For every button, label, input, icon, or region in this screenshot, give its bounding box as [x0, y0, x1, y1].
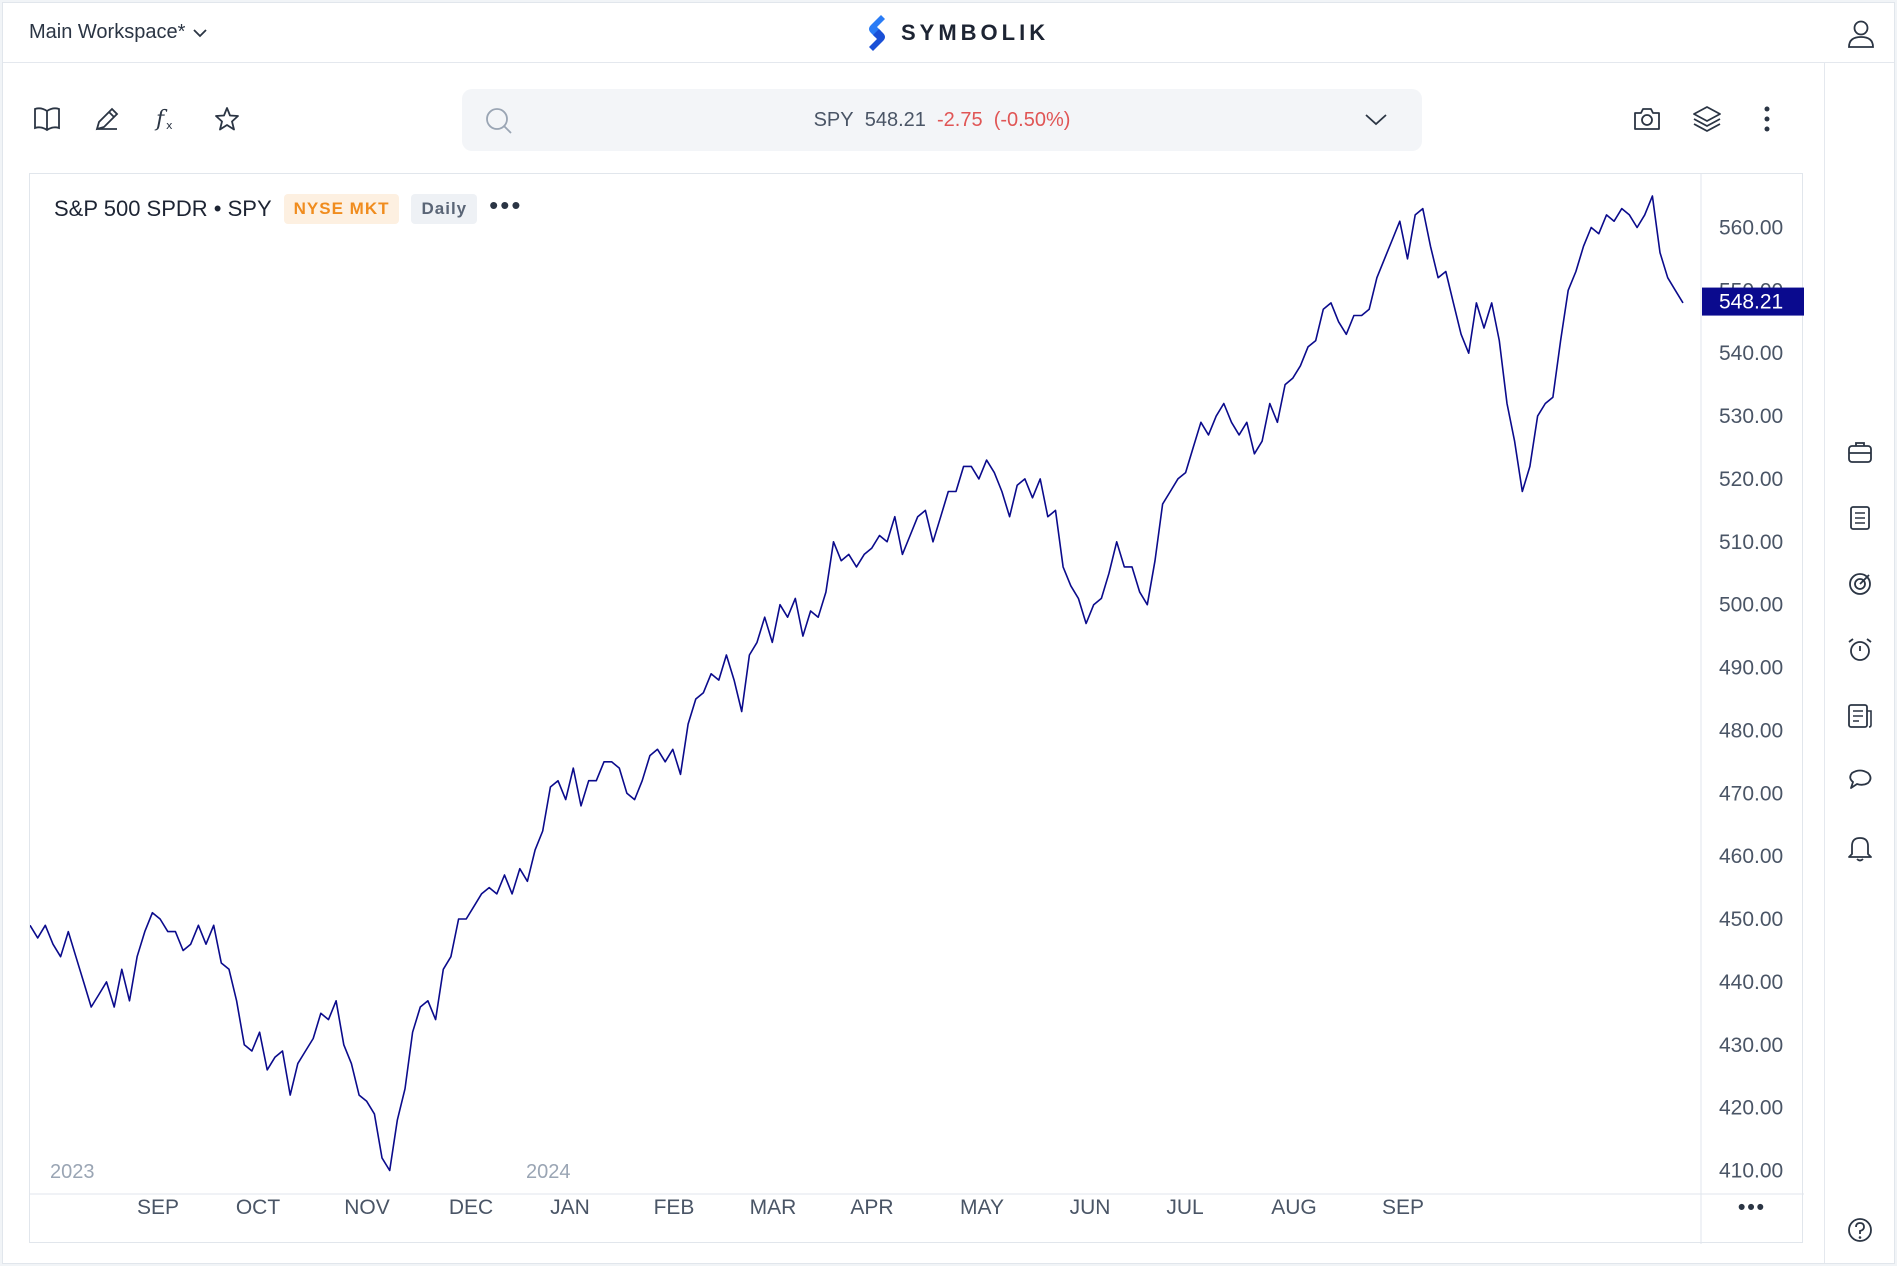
alarm-clock-icon[interactable]: [1845, 635, 1875, 665]
y-tick-label: 440.00: [1719, 971, 1783, 994]
x-month-label: MAR: [750, 1196, 797, 1219]
user-account-icon[interactable]: [1846, 19, 1876, 54]
quote-symbol: SPY: [813, 108, 854, 131]
layers-icon[interactable]: [1691, 103, 1723, 135]
price-line: [30, 195, 1684, 1172]
camera-icon[interactable]: [1631, 103, 1663, 135]
symbol-search[interactable]: SPY 548.21 -2.75 (-0.50%): [462, 89, 1422, 151]
last-price-label: 548.21: [1719, 291, 1783, 314]
top-bar: Main Workspace* SYMBOLIK: [3, 3, 1894, 63]
x-month-label: OCT: [236, 1196, 281, 1219]
y-tick-label: 560.00: [1719, 216, 1783, 239]
pencil-icon[interactable]: [91, 103, 123, 135]
x-year-label: 2023: [50, 1161, 95, 1183]
star-icon[interactable]: [211, 103, 243, 135]
chat-bubbles-icon[interactable]: [1845, 767, 1875, 797]
bell-icon[interactable]: [1845, 833, 1875, 863]
legend-title: S&P 500 SPDR • SPY: [54, 196, 272, 221]
chart-legend: S&P 500 SPDR • SPY NYSE MKT Daily •••: [54, 190, 523, 224]
right-sidebar: [1824, 63, 1894, 1263]
y-tick-label: 510.00: [1719, 531, 1783, 554]
x-month-label: APR: [850, 1196, 893, 1219]
chart-panel[interactable]: 560.00550.00540.00530.00520.00510.00500.…: [29, 173, 1804, 1244]
axis-more-button[interactable]: •••: [1738, 1196, 1766, 1219]
exchange-badge: NYSE MKT: [283, 194, 400, 224]
y-tick-label: 530.00: [1719, 405, 1783, 428]
quote-change: -2.75: [937, 108, 983, 131]
y-tick-label: 520.00: [1719, 468, 1783, 491]
watchlist-icon[interactable]: [1845, 503, 1875, 533]
last-price-label-bg: [1702, 287, 1804, 316]
workspace-label: Main Workspace*: [29, 21, 186, 43]
y-tick-label: 500.00: [1719, 594, 1783, 617]
x-month-label: MAY: [960, 1196, 1004, 1219]
y-tick-label: 470.00: [1719, 782, 1783, 805]
quote-change-pct: (-0.50%): [993, 108, 1071, 131]
y-tick-label: 430.00: [1719, 1034, 1783, 1057]
news-icon[interactable]: [1845, 701, 1875, 731]
portfolio-briefcase-icon[interactable]: [1845, 437, 1875, 467]
book-icon[interactable]: [31, 103, 63, 135]
x-month-label: SEP: [137, 1196, 179, 1219]
help-icon[interactable]: [1845, 1215, 1875, 1245]
y-tick-label: 460.00: [1719, 845, 1783, 868]
y-tick-label: 540.00: [1719, 342, 1783, 365]
y-tick-label: 490.00: [1719, 657, 1783, 680]
brand-logo: SYMBOLIK: [867, 15, 1049, 51]
quote-summary: SPY 548.21 -2.75 (-0.50%): [462, 109, 1422, 132]
x-month-label: DEC: [449, 1196, 493, 1219]
x-month-label: JUL: [1166, 1196, 1203, 1219]
y-tick-label: 450.00: [1719, 908, 1783, 931]
search-icon: [486, 108, 512, 134]
quote-price: 548.21: [864, 108, 926, 131]
y-tick-label: 410.00: [1719, 1160, 1783, 1183]
price-chart[interactable]: 560.00550.00540.00530.00520.00510.00500.…: [30, 174, 1804, 1244]
x-year-label: 2024: [526, 1161, 571, 1183]
interval-badge[interactable]: Daily: [411, 194, 478, 224]
workspace-selector[interactable]: Main Workspace*: [29, 21, 207, 44]
more-vertical-icon[interactable]: [1751, 103, 1783, 135]
y-tick-label: 480.00: [1719, 719, 1783, 742]
chevron-down-icon[interactable]: [1364, 109, 1388, 129]
x-month-label: NOV: [344, 1196, 390, 1219]
chevron-down-icon: [193, 28, 207, 37]
x-month-label: SEP: [1382, 1196, 1424, 1219]
x-month-label: JAN: [550, 1196, 590, 1219]
svg-text:x: x: [166, 119, 173, 132]
brand-name: SYMBOLIK: [901, 20, 1050, 45]
x-month-label: FEB: [654, 1196, 695, 1219]
legend-more-button[interactable]: •••: [489, 190, 523, 220]
x-month-label: JUN: [1070, 1196, 1111, 1219]
x-month-label: AUG: [1271, 1196, 1317, 1219]
scanner-radar-icon[interactable]: [1845, 569, 1875, 599]
y-tick-label: 420.00: [1719, 1097, 1783, 1120]
symbolik-logo-icon: [869, 15, 885, 51]
